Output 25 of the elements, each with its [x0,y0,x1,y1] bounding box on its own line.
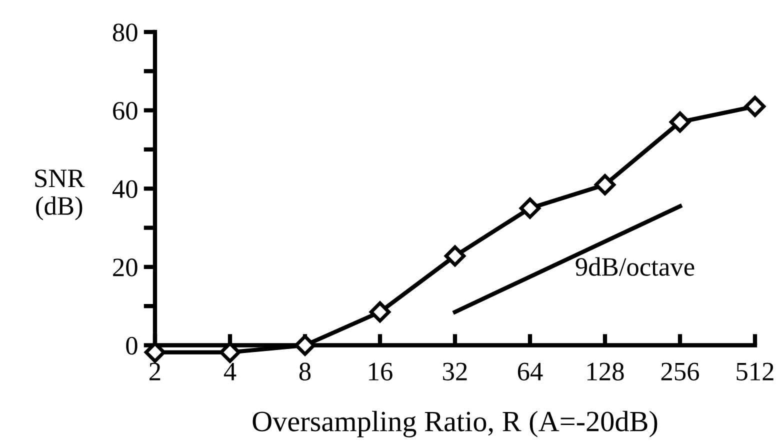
y-axis-title: SNR (dB) [35,170,85,220]
point [219,342,241,363]
point [444,245,466,267]
y-tick-label: 20 [113,258,138,276]
y-tick-label: 40 [112,180,138,198]
point [744,96,766,117]
x-axis-title: Oversampling Ratio, R (A=-20dB) [252,410,658,438]
x-tick-label: 8 [299,362,311,380]
x-tick-label: 128 [588,362,624,380]
point [294,334,316,356]
annotation: 9dB/octave [576,257,694,276]
x-tick-label: 64 [518,362,543,380]
point [519,198,541,219]
y-tick-label: 80 [112,24,138,42]
x-tick-label: 2 [150,362,160,380]
point [369,301,391,323]
y-tick-label: 60 [113,102,138,120]
point [594,174,616,196]
x-tick-label: 256 [661,362,700,380]
x-tick-label: 32 [443,362,467,380]
x-tick-label: 512 [736,362,774,380]
y-tick-label: 0 [126,336,138,355]
x-tick-label: 16 [369,362,392,380]
x-tick-label: 4 [224,362,236,380]
point [669,111,691,133]
